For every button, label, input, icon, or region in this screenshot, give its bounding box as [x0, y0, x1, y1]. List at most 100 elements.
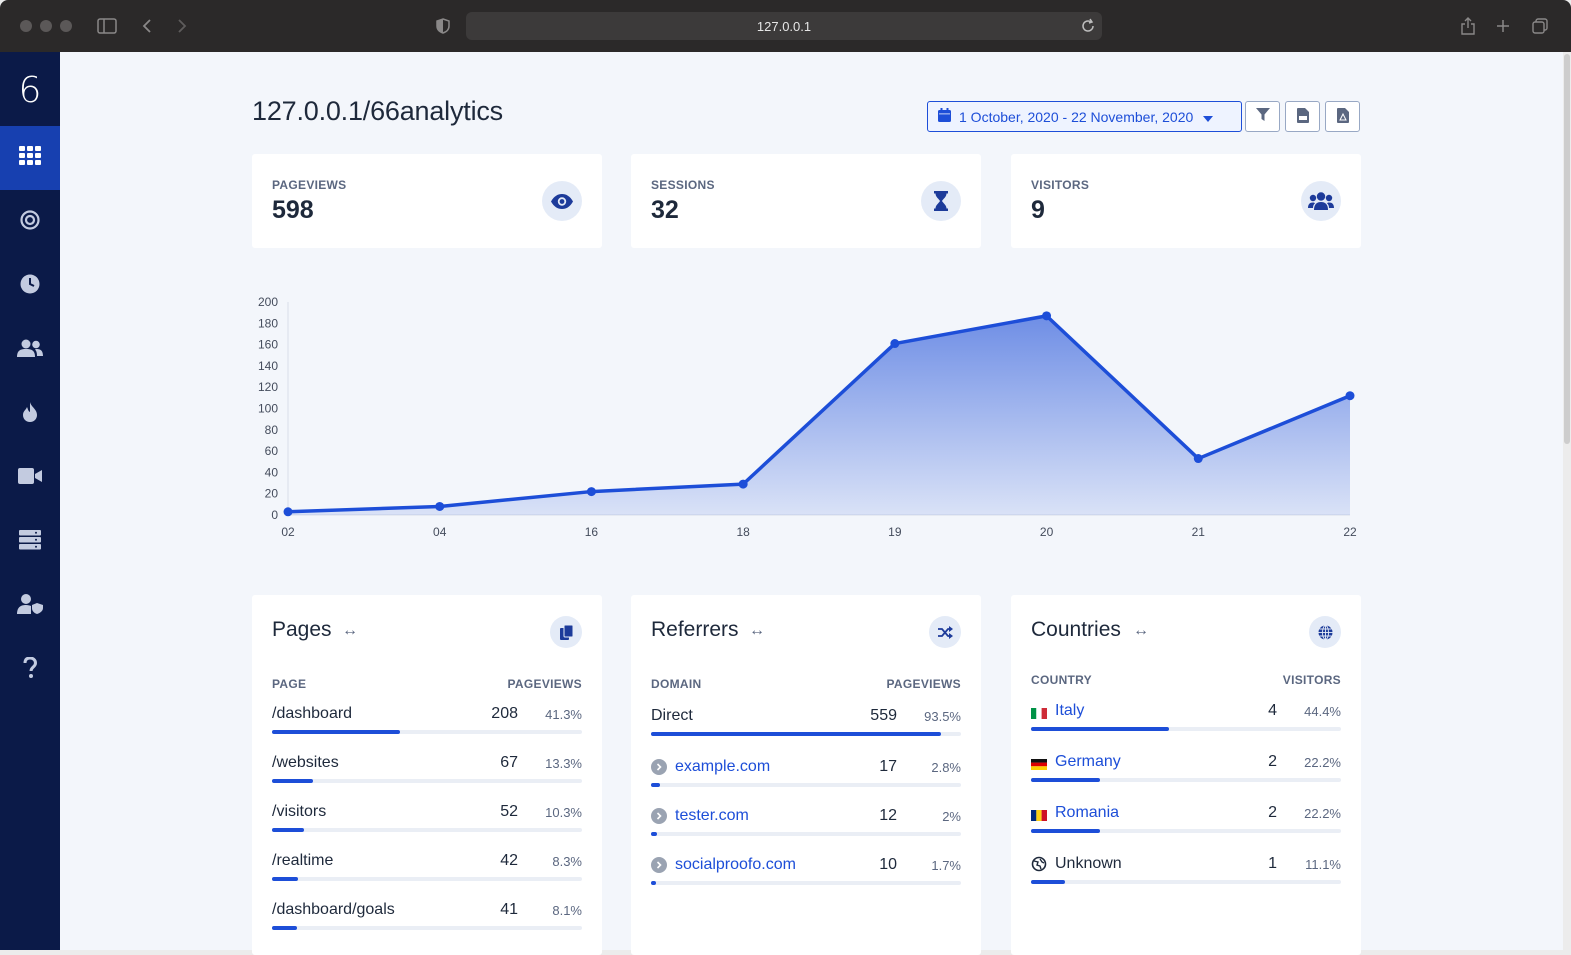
- row-label-text: example.com: [675, 758, 771, 775]
- x-tick-label: 19: [888, 525, 902, 539]
- sidebar-item-replays[interactable]: [0, 446, 60, 510]
- pageviews-value: 598: [272, 196, 314, 224]
- app-logo[interactable]: 6: [18, 69, 42, 111]
- countries-panel: Countries ↔ COUNTRY VISITORS Italy 4 44.4%…: [1011, 595, 1361, 955]
- sidebar-item-heatmaps[interactable]: [0, 382, 60, 446]
- progress-track: [651, 732, 961, 736]
- row-label[interactable]: example.com: [651, 758, 770, 776]
- data-point[interactable]: [890, 339, 900, 349]
- row-label: Direct: [651, 707, 693, 725]
- scrollbar-thumb[interactable]: [1564, 54, 1570, 444]
- sidebar-item-websites[interactable]: [0, 510, 60, 574]
- table-row: Romania 2 22.2%: [1031, 804, 1341, 844]
- sidebar-item-realtime[interactable]: [0, 254, 60, 318]
- data-point[interactable]: [1193, 454, 1203, 464]
- x-tick-label: 22: [1343, 525, 1357, 539]
- row-percentage: 10.3%: [545, 805, 582, 820]
- table-row: /dashboard 208 41.3%: [272, 705, 582, 745]
- close-window-button[interactable]: [20, 20, 32, 32]
- table-row: Germany 2 22.2%: [1031, 753, 1341, 793]
- data-point[interactable]: [283, 507, 293, 517]
- row-value: 4: [1268, 702, 1277, 719]
- row-label-text: Direct: [651, 707, 693, 724]
- reload-icon[interactable]: [1080, 18, 1096, 34]
- row-label-text: /dashboard: [272, 705, 353, 722]
- table-row: tester.com 12 2%: [651, 807, 961, 847]
- table-row: /visitors 52 10.3%: [272, 803, 582, 843]
- sidebar-item-dashboard[interactable]: [0, 126, 60, 190]
- date-range-button[interactable]: 1 October, 2020 - 22 November, 2020: [927, 101, 1242, 132]
- row-label-text: Italy: [1055, 702, 1085, 719]
- export-csv-button[interactable]: [1285, 101, 1320, 132]
- question-icon: [23, 655, 38, 684]
- data-point[interactable]: [586, 487, 596, 497]
- row-percentage: 11.1%: [1305, 857, 1341, 872]
- countries-title: Countries: [1031, 618, 1121, 641]
- back-icon[interactable]: [135, 14, 159, 38]
- maximize-window-button[interactable]: [60, 20, 72, 32]
- row-label[interactable]: tester.com: [651, 807, 749, 825]
- new-tab-icon[interactable]: [1491, 14, 1515, 38]
- server-icon: [19, 529, 41, 555]
- row-label[interactable]: Germany: [1031, 753, 1121, 771]
- progress-track: [1031, 880, 1341, 884]
- privacy-shield-icon[interactable]: [431, 14, 455, 38]
- table-row: socialproofo.com 10 1.7%: [651, 856, 961, 896]
- csv-file-icon: [1296, 107, 1309, 126]
- pageviews-column-header: PAGEVIEWS: [886, 677, 961, 691]
- minimize-window-button[interactable]: [40, 20, 52, 32]
- row-percentage: 41.3%: [545, 707, 582, 722]
- y-tick-label: 60: [265, 444, 279, 458]
- globe-icon: [1309, 616, 1341, 648]
- row-label[interactable]: Romania: [1031, 804, 1119, 822]
- row-label-text: /realtime: [272, 852, 334, 869]
- row-label[interactable]: socialproofo.com: [651, 856, 796, 874]
- main-content: 127.0.0.1/66analytics 1 October, 2020 - …: [60, 52, 1571, 955]
- scrollbar[interactable]: [1563, 52, 1571, 950]
- pages-title: Pages: [272, 618, 332, 641]
- share-icon[interactable]: [1456, 14, 1480, 38]
- expand-icon[interactable]: ↔: [342, 622, 358, 639]
- tab-overview-icon[interactable]: [1528, 14, 1552, 38]
- sidebar-toggle-icon[interactable]: [95, 14, 119, 38]
- export-pdf-button[interactable]: [1325, 101, 1360, 132]
- sidebar-item-visitors[interactable]: [0, 318, 60, 382]
- data-point[interactable]: [1042, 311, 1052, 321]
- sidebar-item-team[interactable]: [0, 574, 60, 638]
- expand-icon[interactable]: ↔: [1133, 622, 1149, 639]
- row-percentage: 8.1%: [552, 903, 582, 918]
- row-label: Unknown: [1031, 855, 1122, 873]
- grid-icon: [19, 145, 41, 171]
- y-tick-label: 100: [258, 402, 278, 416]
- chevron-right-icon: [651, 808, 667, 824]
- series-line: [287, 314, 1351, 514]
- data-point[interactable]: [1345, 391, 1355, 401]
- address-bar[interactable]: 127.0.0.1: [466, 12, 1102, 40]
- row-percentage: 22.2%: [1304, 806, 1341, 821]
- row-value: 52: [500, 803, 518, 820]
- expand-icon[interactable]: ↔: [749, 622, 765, 639]
- row-label-text: socialproofo.com: [675, 856, 796, 873]
- pageviews-chart: 0 20 40 60 80 100 120 140 160 180 200 02 04 16 18 19 20 2…: [258, 295, 1357, 539]
- progress-track: [1031, 778, 1341, 782]
- clock-icon: [20, 274, 40, 299]
- data-point[interactable]: [435, 501, 445, 511]
- progress-fill: [272, 828, 304, 832]
- sidebar-item-goals[interactable]: [0, 190, 60, 254]
- row-label: /realtime: [272, 852, 333, 870]
- sidebar-item-help[interactable]: [0, 638, 60, 702]
- row-value: 208: [491, 705, 518, 722]
- table-row: example.com 17 2.8%: [651, 758, 961, 798]
- y-tick-label: 140: [258, 359, 278, 373]
- data-point[interactable]: [738, 479, 748, 489]
- x-tick-label: 04: [433, 525, 447, 539]
- row-percentage: 1.7%: [931, 858, 961, 873]
- forward-icon[interactable]: [170, 14, 194, 38]
- row-label-text: Unknown: [1055, 855, 1122, 872]
- filter-button[interactable]: [1245, 101, 1280, 132]
- hourglass-icon: [921, 181, 961, 221]
- row-label[interactable]: Italy: [1031, 702, 1084, 720]
- page-title: 127.0.0.1/66analytics: [252, 96, 503, 126]
- row-value: 559: [870, 707, 897, 724]
- chevron-right-icon: [651, 759, 667, 775]
